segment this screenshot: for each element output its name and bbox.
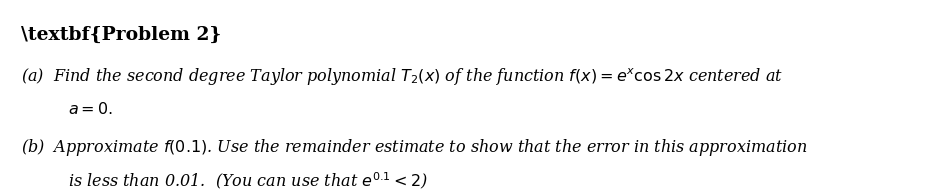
Text: is less than 0.01.  (You can use that $e^{0.1} < 2$): is less than 0.01. (You can use that $e^…: [68, 170, 428, 191]
Text: \textbf{Problem 2}: \textbf{Problem 2}: [21, 26, 221, 44]
Text: (b)  Approximate $f(0.1)$. Use the remainder estimate to show that the error in : (b) Approximate $f(0.1)$. Use the remain…: [21, 137, 806, 158]
Text: (a)  Find the second degree Taylor polynomial $T_2(x)$ of the function $f(x) = e: (a) Find the second degree Taylor polyno…: [21, 66, 783, 87]
Text: $a = 0.$: $a = 0.$: [68, 101, 113, 118]
